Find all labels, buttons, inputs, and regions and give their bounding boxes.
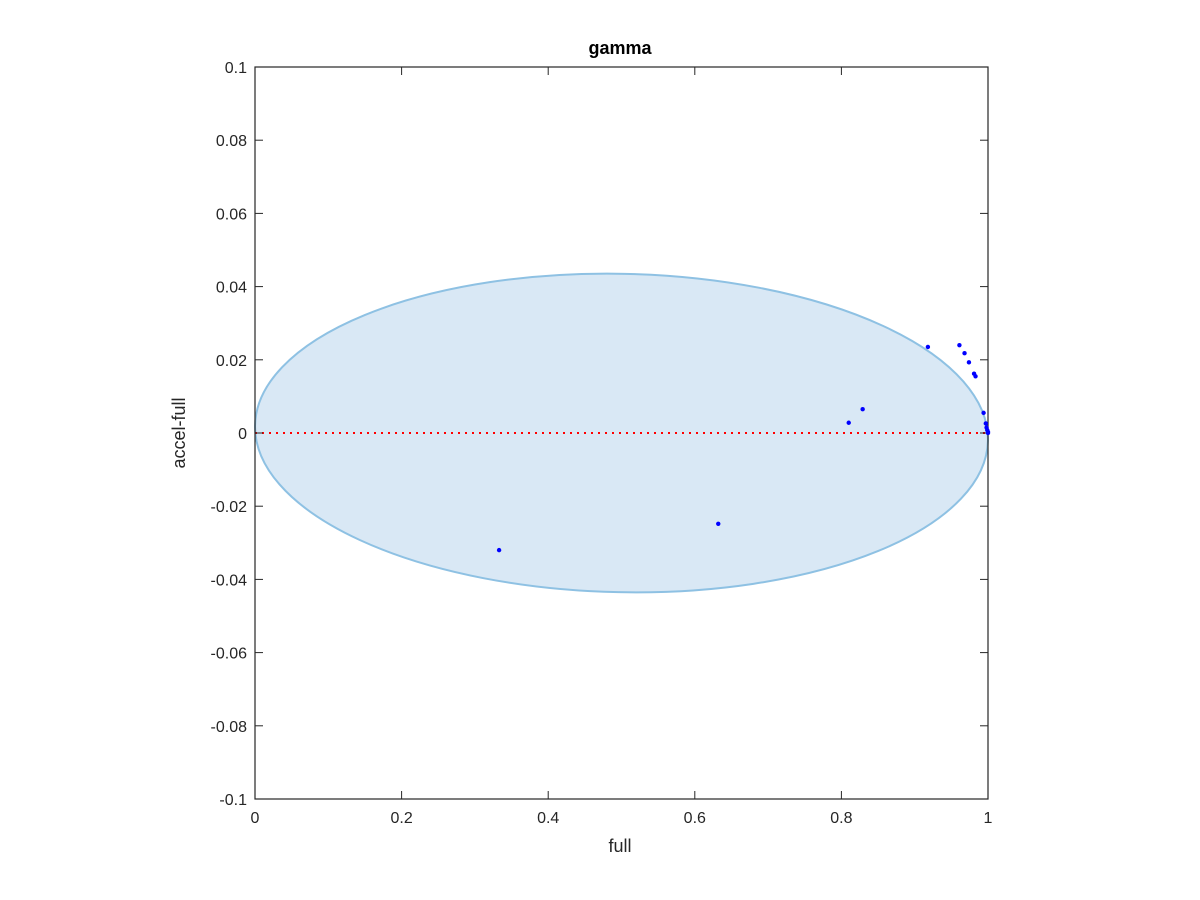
x-axis-label: full xyxy=(608,836,631,856)
x-tick-label: 0.6 xyxy=(684,810,706,827)
x-tick-label: 0.4 xyxy=(537,810,559,827)
y-tick-label: -0.04 xyxy=(211,572,248,589)
x-tick-label: 1 xyxy=(984,810,993,827)
data-point xyxy=(860,407,865,412)
y-tick-label: -0.08 xyxy=(211,719,248,736)
data-point xyxy=(496,547,502,553)
x-tick-label: 0.2 xyxy=(390,810,412,827)
data-point xyxy=(925,344,931,350)
data-point xyxy=(846,420,851,425)
y-tick-label: -0.1 xyxy=(219,792,247,809)
y-tick-label: -0.06 xyxy=(211,646,248,663)
x-tick-label: 0.8 xyxy=(830,810,852,827)
y-tick-label: 0.02 xyxy=(216,353,247,370)
y-tick-label: 0.04 xyxy=(216,280,247,297)
data-point xyxy=(957,342,962,348)
plot-area: 0 0.2 0.4 0.6 0.8 1 -0.1 -0.08 -0.06 -0.04 -0.02 0 0… xyxy=(211,60,993,827)
data-point xyxy=(716,521,721,526)
data-point xyxy=(983,421,989,426)
x-tick-label: 0 xyxy=(251,810,260,827)
data-point xyxy=(985,430,991,436)
y-tick-label: 0 xyxy=(238,426,247,443)
data-point xyxy=(962,351,967,356)
y-tick-label: 0.06 xyxy=(216,206,247,223)
data-point xyxy=(973,374,978,379)
y-tick-label: -0.02 xyxy=(211,499,248,516)
y-tick-label: 0.1 xyxy=(225,60,247,77)
y-tick-label: 0.08 xyxy=(216,133,247,150)
data-point xyxy=(966,360,972,365)
confidence-ellipse xyxy=(254,272,989,594)
y-axis-label: accel-full xyxy=(169,397,189,468)
data-point xyxy=(981,410,986,416)
chart-title: gamma xyxy=(588,38,652,58)
